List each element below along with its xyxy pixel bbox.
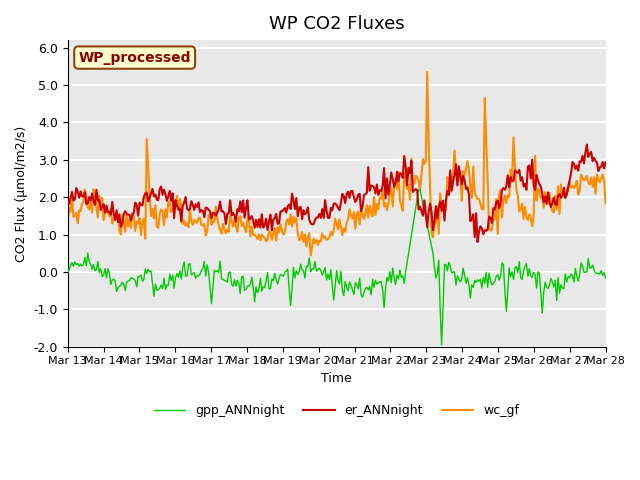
gpp_ANNnight (438, 342, 445, 348)
er_ANNnight (333, 202, 340, 208)
Line: er_ANNnight: er_ANNnight (68, 144, 605, 242)
wc_gf (248, 224, 255, 229)
er_ANNnight (196, 209, 204, 215)
er_ANNnight (386, 182, 394, 188)
gpp_ANNnight (583, 269, 591, 275)
er_ANNnight (582, 150, 589, 156)
Text: WP_processed: WP_processed (79, 50, 191, 65)
er_ANNnight (474, 239, 481, 245)
wc_gf (583, 173, 591, 179)
er_ANNnight (236, 199, 244, 204)
gpp_ANNnight (196, 272, 204, 277)
gpp_ANNnight (236, 291, 244, 297)
gpp_ANNnight (386, 269, 394, 275)
wc_gf (64, 219, 72, 225)
X-axis label: Time: Time (321, 372, 352, 385)
er_ANNnight (583, 142, 591, 147)
wc_gf (334, 227, 342, 232)
gpp_ANNnight (64, 270, 72, 276)
wc_gf (236, 213, 244, 219)
wc_gf (602, 201, 609, 206)
wc_gf (424, 69, 431, 75)
Line: wc_gf: wc_gf (68, 72, 605, 255)
wc_gf (387, 185, 395, 191)
Legend: gpp_ANNnight, er_ANNnight, wc_gf: gpp_ANNnight, er_ANNnight, wc_gf (149, 399, 524, 422)
wc_gf (196, 215, 204, 220)
Title: WP CO2 Fluxes: WP CO2 Fluxes (269, 15, 404, 33)
gpp_ANNnight (333, 268, 340, 274)
gpp_ANNnight (602, 275, 609, 281)
Line: gpp_ANNnight: gpp_ANNnight (68, 190, 605, 345)
er_ANNnight (64, 199, 72, 205)
er_ANNnight (602, 159, 609, 165)
gpp_ANNnight (415, 187, 422, 192)
er_ANNnight (248, 213, 255, 219)
wc_gf (307, 252, 314, 258)
Y-axis label: CO2 Flux (μmol/m2/s): CO2 Flux (μmol/m2/s) (15, 125, 28, 262)
gpp_ANNnight (248, 275, 255, 280)
